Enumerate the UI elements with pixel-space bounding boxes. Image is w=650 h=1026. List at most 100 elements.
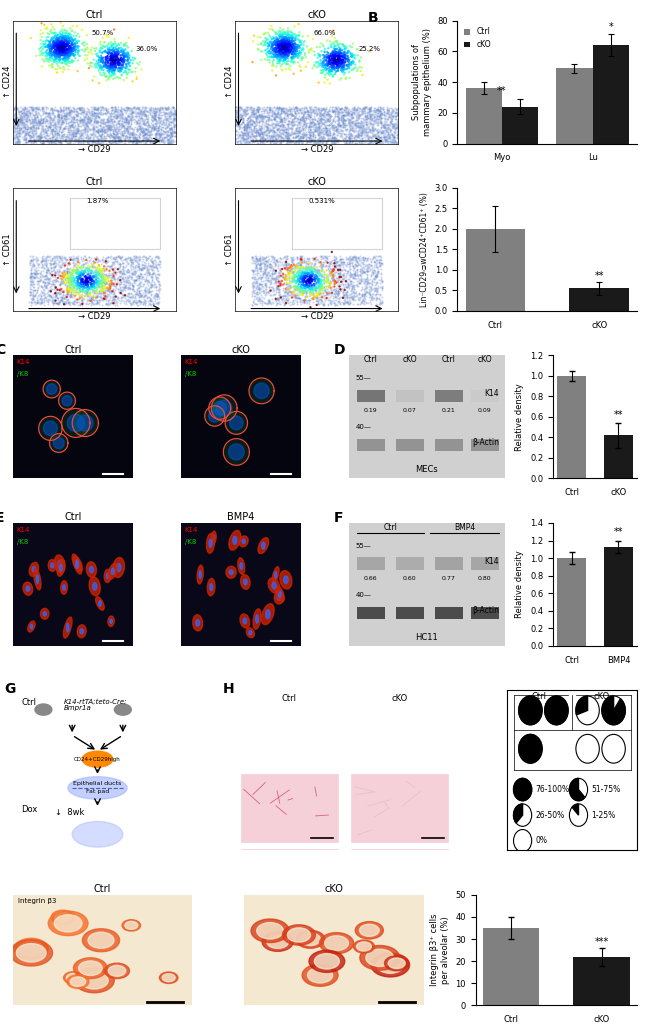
Point bbox=[326, 275, 336, 291]
Point bbox=[131, 134, 141, 151]
Point bbox=[347, 122, 358, 139]
Point bbox=[128, 133, 138, 150]
Point bbox=[123, 101, 133, 117]
Point bbox=[91, 40, 101, 56]
Point bbox=[323, 258, 333, 274]
Point bbox=[296, 267, 307, 283]
Point bbox=[22, 119, 32, 135]
Point bbox=[53, 40, 64, 56]
Point bbox=[87, 290, 98, 307]
Point bbox=[393, 133, 403, 150]
Point bbox=[123, 113, 133, 129]
Point bbox=[59, 22, 70, 38]
Point bbox=[265, 259, 276, 275]
Point bbox=[102, 288, 112, 305]
Point bbox=[357, 122, 367, 139]
Point bbox=[233, 109, 244, 125]
Point bbox=[341, 267, 351, 283]
Point bbox=[237, 108, 247, 124]
Point bbox=[68, 284, 78, 301]
Point bbox=[54, 109, 64, 125]
Point bbox=[266, 100, 277, 116]
Point bbox=[137, 119, 148, 135]
Point bbox=[107, 47, 118, 64]
Point bbox=[40, 39, 51, 55]
Point bbox=[328, 120, 338, 136]
Point bbox=[300, 126, 310, 143]
Point bbox=[306, 131, 317, 148]
Point bbox=[239, 103, 249, 119]
Point bbox=[313, 58, 324, 75]
Point bbox=[284, 259, 294, 275]
Point bbox=[52, 40, 62, 56]
Point bbox=[91, 109, 101, 125]
Point bbox=[145, 133, 155, 150]
Point bbox=[97, 40, 107, 56]
Point bbox=[159, 133, 170, 150]
Point bbox=[133, 286, 144, 303]
Point bbox=[382, 111, 393, 127]
Point bbox=[375, 254, 385, 271]
Point bbox=[135, 250, 146, 267]
Point bbox=[143, 105, 153, 121]
Point bbox=[320, 248, 331, 265]
Point bbox=[88, 252, 98, 269]
Point bbox=[285, 101, 295, 117]
Point bbox=[333, 262, 343, 278]
Point bbox=[124, 116, 134, 132]
Point bbox=[367, 134, 377, 151]
Point bbox=[270, 254, 281, 271]
Point bbox=[85, 114, 96, 130]
Point bbox=[93, 131, 103, 148]
Point bbox=[117, 110, 127, 126]
Point bbox=[281, 104, 291, 120]
Point bbox=[376, 251, 386, 268]
Point bbox=[20, 113, 31, 129]
Point bbox=[13, 104, 23, 120]
Point bbox=[26, 265, 36, 281]
Point bbox=[162, 128, 172, 145]
Point bbox=[66, 41, 76, 57]
Point bbox=[282, 46, 293, 63]
Point bbox=[313, 274, 323, 290]
Point bbox=[71, 131, 81, 148]
Point bbox=[281, 286, 292, 303]
Point bbox=[96, 125, 107, 142]
Point bbox=[274, 44, 285, 61]
Point bbox=[304, 117, 314, 133]
Point bbox=[378, 133, 388, 150]
Point bbox=[113, 128, 124, 145]
Point bbox=[391, 116, 401, 132]
Point bbox=[286, 106, 296, 122]
Point bbox=[242, 105, 252, 121]
Point bbox=[239, 118, 250, 134]
Point bbox=[141, 249, 151, 266]
Point bbox=[56, 29, 66, 45]
Point bbox=[260, 286, 270, 303]
Point bbox=[280, 44, 291, 61]
Point bbox=[277, 113, 287, 129]
Point bbox=[98, 53, 109, 70]
Point bbox=[99, 279, 109, 295]
Point bbox=[103, 132, 114, 149]
Point bbox=[47, 123, 57, 140]
Point bbox=[148, 134, 158, 151]
Point bbox=[300, 281, 311, 298]
Point bbox=[149, 119, 159, 135]
Point bbox=[337, 290, 348, 307]
Point bbox=[105, 121, 115, 137]
Point bbox=[44, 275, 54, 291]
Point bbox=[29, 265, 40, 281]
Point bbox=[343, 295, 354, 312]
Point bbox=[64, 280, 75, 297]
Point bbox=[149, 252, 159, 269]
Point bbox=[333, 123, 344, 140]
Point bbox=[104, 133, 114, 150]
Point bbox=[136, 110, 146, 126]
Point bbox=[230, 108, 240, 124]
Point bbox=[284, 262, 294, 278]
Point bbox=[306, 277, 317, 293]
Point bbox=[252, 108, 262, 124]
Point bbox=[158, 104, 168, 120]
Point bbox=[94, 282, 104, 299]
